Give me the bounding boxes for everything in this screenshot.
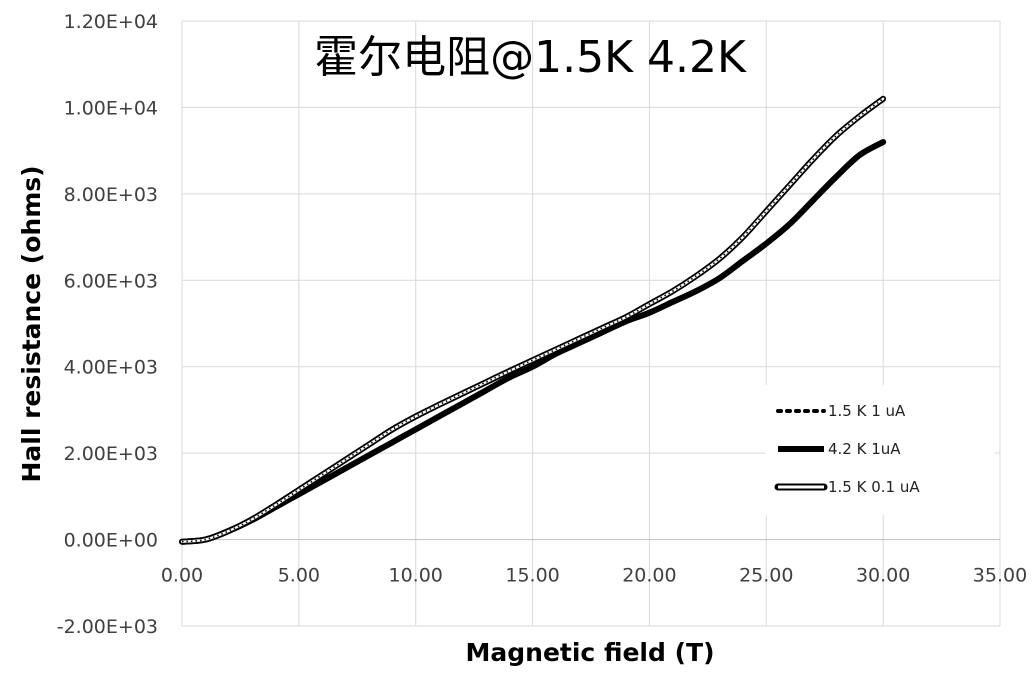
- y-tick-label: 6.00E+03: [64, 270, 158, 292]
- x-tick-label: 10.00: [389, 565, 443, 587]
- x-tick-label: 15.00: [505, 565, 559, 587]
- x-tick-label: 25.00: [739, 565, 793, 587]
- y-axis-title: Hall resistance (ohms): [17, 165, 46, 482]
- legend-label: 4.2 K 1uA: [828, 440, 901, 458]
- y-tick-label: 2.00E+03: [64, 443, 158, 465]
- y-tick-label: 4.00E+03: [64, 357, 158, 379]
- series-line-4-2-k-1ua: [179, 139, 887, 545]
- x-tick-label: 20.00: [622, 565, 676, 587]
- tick-labels: 0.00 5.00 10.00 15.00 20.00 25.00 30.00 35.00 -2…: [57, 11, 1027, 638]
- y-tick-label: 8.00E+03: [64, 184, 158, 206]
- data-series: [179, 95, 887, 545]
- legend: 1.5 K 1 uA 4.2 K 1uA 1.5 K 0.1 uA: [765, 385, 995, 515]
- x-tick-label: 0.00: [161, 565, 203, 587]
- x-tick-label: 5.00: [278, 565, 320, 587]
- x-tick-label: 30.00: [856, 565, 910, 587]
- series-line-1-5-k-0-1-ua-inner: [180, 97, 885, 543]
- y-tick-label: 1.00E+04: [64, 97, 158, 119]
- legend-label: 1.5 K 1 uA: [828, 402, 906, 420]
- y-tick-label: -2.00E+03: [57, 616, 158, 638]
- chart-title: 霍尔电阻@1.5K 4.2K: [314, 32, 747, 83]
- x-tick-label: 35.00: [973, 565, 1027, 587]
- y-tick-label: 1.20E+04: [64, 11, 158, 33]
- legend-label: 1.5 K 0.1 uA: [828, 478, 920, 496]
- grid-lines: [181, 20, 1001, 627]
- y-tick-label: 0.00E+00: [64, 530, 158, 552]
- x-axis-title: Magnetic field (T): [466, 638, 715, 667]
